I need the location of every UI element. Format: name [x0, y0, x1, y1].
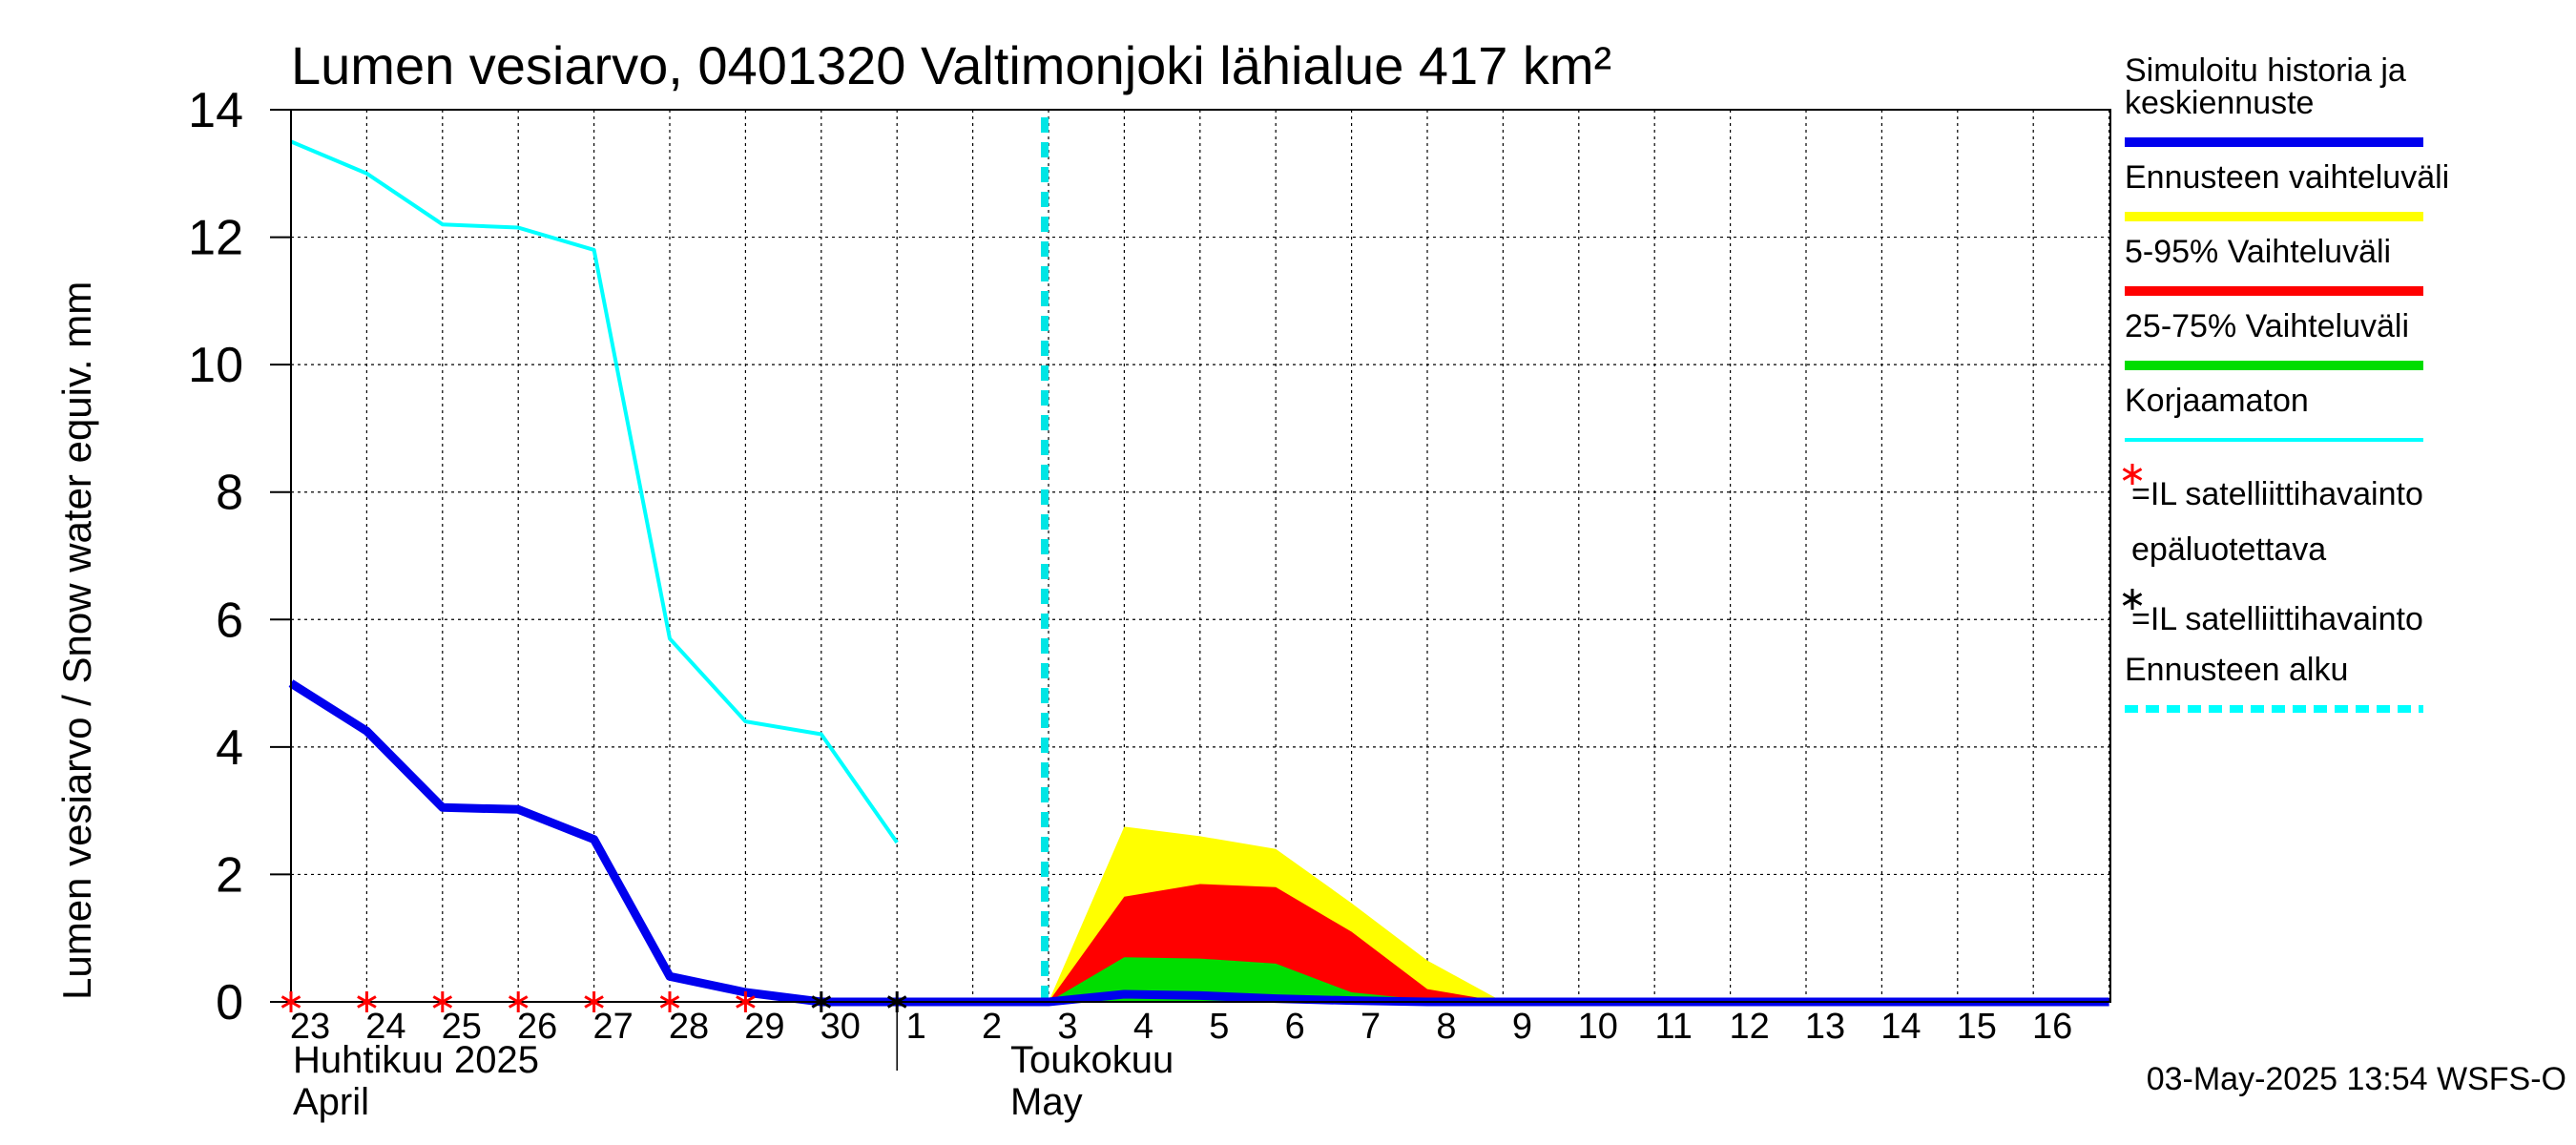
legend-item: =IL satelliittihavainto — [2122, 589, 2423, 637]
y-tick-label: 4 — [216, 720, 243, 776]
y-tick-label: 0 — [216, 975, 243, 1030]
legend-item: Ennusteen vaihteluväli — [2125, 159, 2449, 221]
x-tick-label: 2 — [982, 1007, 1002, 1047]
x-tick-label: 29 — [744, 1007, 784, 1047]
legend-item: Korjaamaton — [2125, 383, 2423, 442]
y-tick-label: 10 — [188, 338, 243, 393]
x-tick-label: 6 — [1285, 1007, 1305, 1047]
month-label-april-fi: Huhtikuu 2025 — [293, 1039, 539, 1081]
star-stroke — [659, 995, 680, 1009]
x-tick-label: 7 — [1361, 1007, 1381, 1047]
legend-label: epäluotettava — [2131, 531, 2326, 568]
observation-star-unreliable — [736, 991, 756, 1012]
x-tick-label: 13 — [1805, 1007, 1845, 1047]
legend-item: 25-75% Vaihteluväli — [2125, 308, 2423, 370]
month-label-may-fi: Toukokuu — [1010, 1039, 1174, 1081]
observation-star-unreliable — [584, 991, 604, 1012]
legend-label: keskiennuste — [2125, 85, 2314, 121]
x-tick-label: 23 — [290, 1007, 330, 1047]
y-tick-label: 6 — [216, 593, 243, 648]
star-stroke — [432, 995, 453, 1009]
legend-item: =IL satelliittihavainto epäluotettava — [2122, 464, 2423, 568]
star-stroke — [811, 995, 832, 1009]
star-stroke — [584, 995, 604, 1009]
y-tick-label: 8 — [216, 466, 243, 521]
star-stroke — [736, 995, 756, 1009]
x-tick-label: 25 — [442, 1007, 482, 1047]
month-label-may-en: May — [1010, 1081, 1083, 1123]
month-label-april-en: April — [293, 1081, 369, 1123]
legend-label: Ennusteen vaihteluväli — [2125, 159, 2449, 196]
observation-star — [811, 991, 832, 1012]
x-tick-label: 1 — [906, 1007, 926, 1047]
x-tick-label: 30 — [821, 1007, 861, 1047]
chart-title: Lumen vesiarvo, 0401320 Valtimonjoki läh… — [291, 35, 1611, 95]
x-tick-label: 12 — [1729, 1007, 1769, 1047]
x-tick-label: 5 — [1209, 1007, 1229, 1047]
star-stroke — [2122, 468, 2143, 481]
y-tick-label: 2 — [216, 847, 243, 903]
legend-label: =IL satelliittihavainto — [2131, 601, 2423, 637]
observation-star-unreliable — [659, 991, 680, 1012]
x-tick-label: 26 — [517, 1007, 557, 1047]
series-line-uncorrected — [290, 139, 899, 844]
x-tick-label: 10 — [1578, 1007, 1618, 1047]
legend-label: Korjaamaton — [2125, 383, 2309, 419]
legend-label: 25-75% Vaihteluväli — [2125, 308, 2409, 344]
legend-label: Simuloitu historia ja — [2125, 52, 2406, 89]
x-tick-label: 15 — [1957, 1007, 1997, 1047]
x-tick-label: 28 — [669, 1007, 709, 1047]
star-stroke — [508, 995, 529, 1009]
star-stroke — [357, 995, 377, 1009]
legend-label: =IL satelliittihavainto — [2131, 476, 2423, 512]
x-tick-label: 8 — [1436, 1007, 1456, 1047]
star-stroke — [280, 995, 301, 1009]
x-tick-label: 27 — [592, 1007, 633, 1047]
x-tick-label: 4 — [1133, 1007, 1153, 1047]
observation-star-unreliable — [508, 991, 529, 1012]
x-tick-label: 9 — [1512, 1007, 1532, 1047]
legend-star-icon — [2122, 464, 2143, 485]
legend-item: Ennusteen alku — [2125, 652, 2423, 713]
plot-frame — [290, 109, 2111, 1003]
y-tick-label: 14 — [188, 83, 243, 138]
y-axis-label: Lumen vesiarvo / Snow water equiv. mm — [54, 281, 99, 1000]
x-tick-label: 3 — [1057, 1007, 1077, 1047]
observation-star-unreliable — [280, 991, 301, 1012]
legend-item: 5-95% Vaihteluväli — [2125, 234, 2423, 296]
x-tick-label: 11 — [1654, 1007, 1692, 1047]
star-stroke — [2122, 593, 2143, 606]
observation-star-unreliable — [357, 991, 377, 1012]
x-tick-label: 16 — [2032, 1007, 2072, 1047]
x-tick-label: 14 — [1880, 1007, 1921, 1047]
legend-label: 5-95% Vaihteluväli — [2125, 234, 2391, 270]
legend-label: Ennusteen alku — [2125, 652, 2348, 688]
y-tick-label: 12 — [188, 211, 243, 266]
footer-timestamp: 03-May-2025 13:54 WSFS-O — [2147, 1061, 2566, 1097]
observation-star-unreliable — [432, 991, 453, 1012]
x-tick-label: 24 — [365, 1007, 405, 1047]
legend-star-icon — [2122, 589, 2143, 610]
